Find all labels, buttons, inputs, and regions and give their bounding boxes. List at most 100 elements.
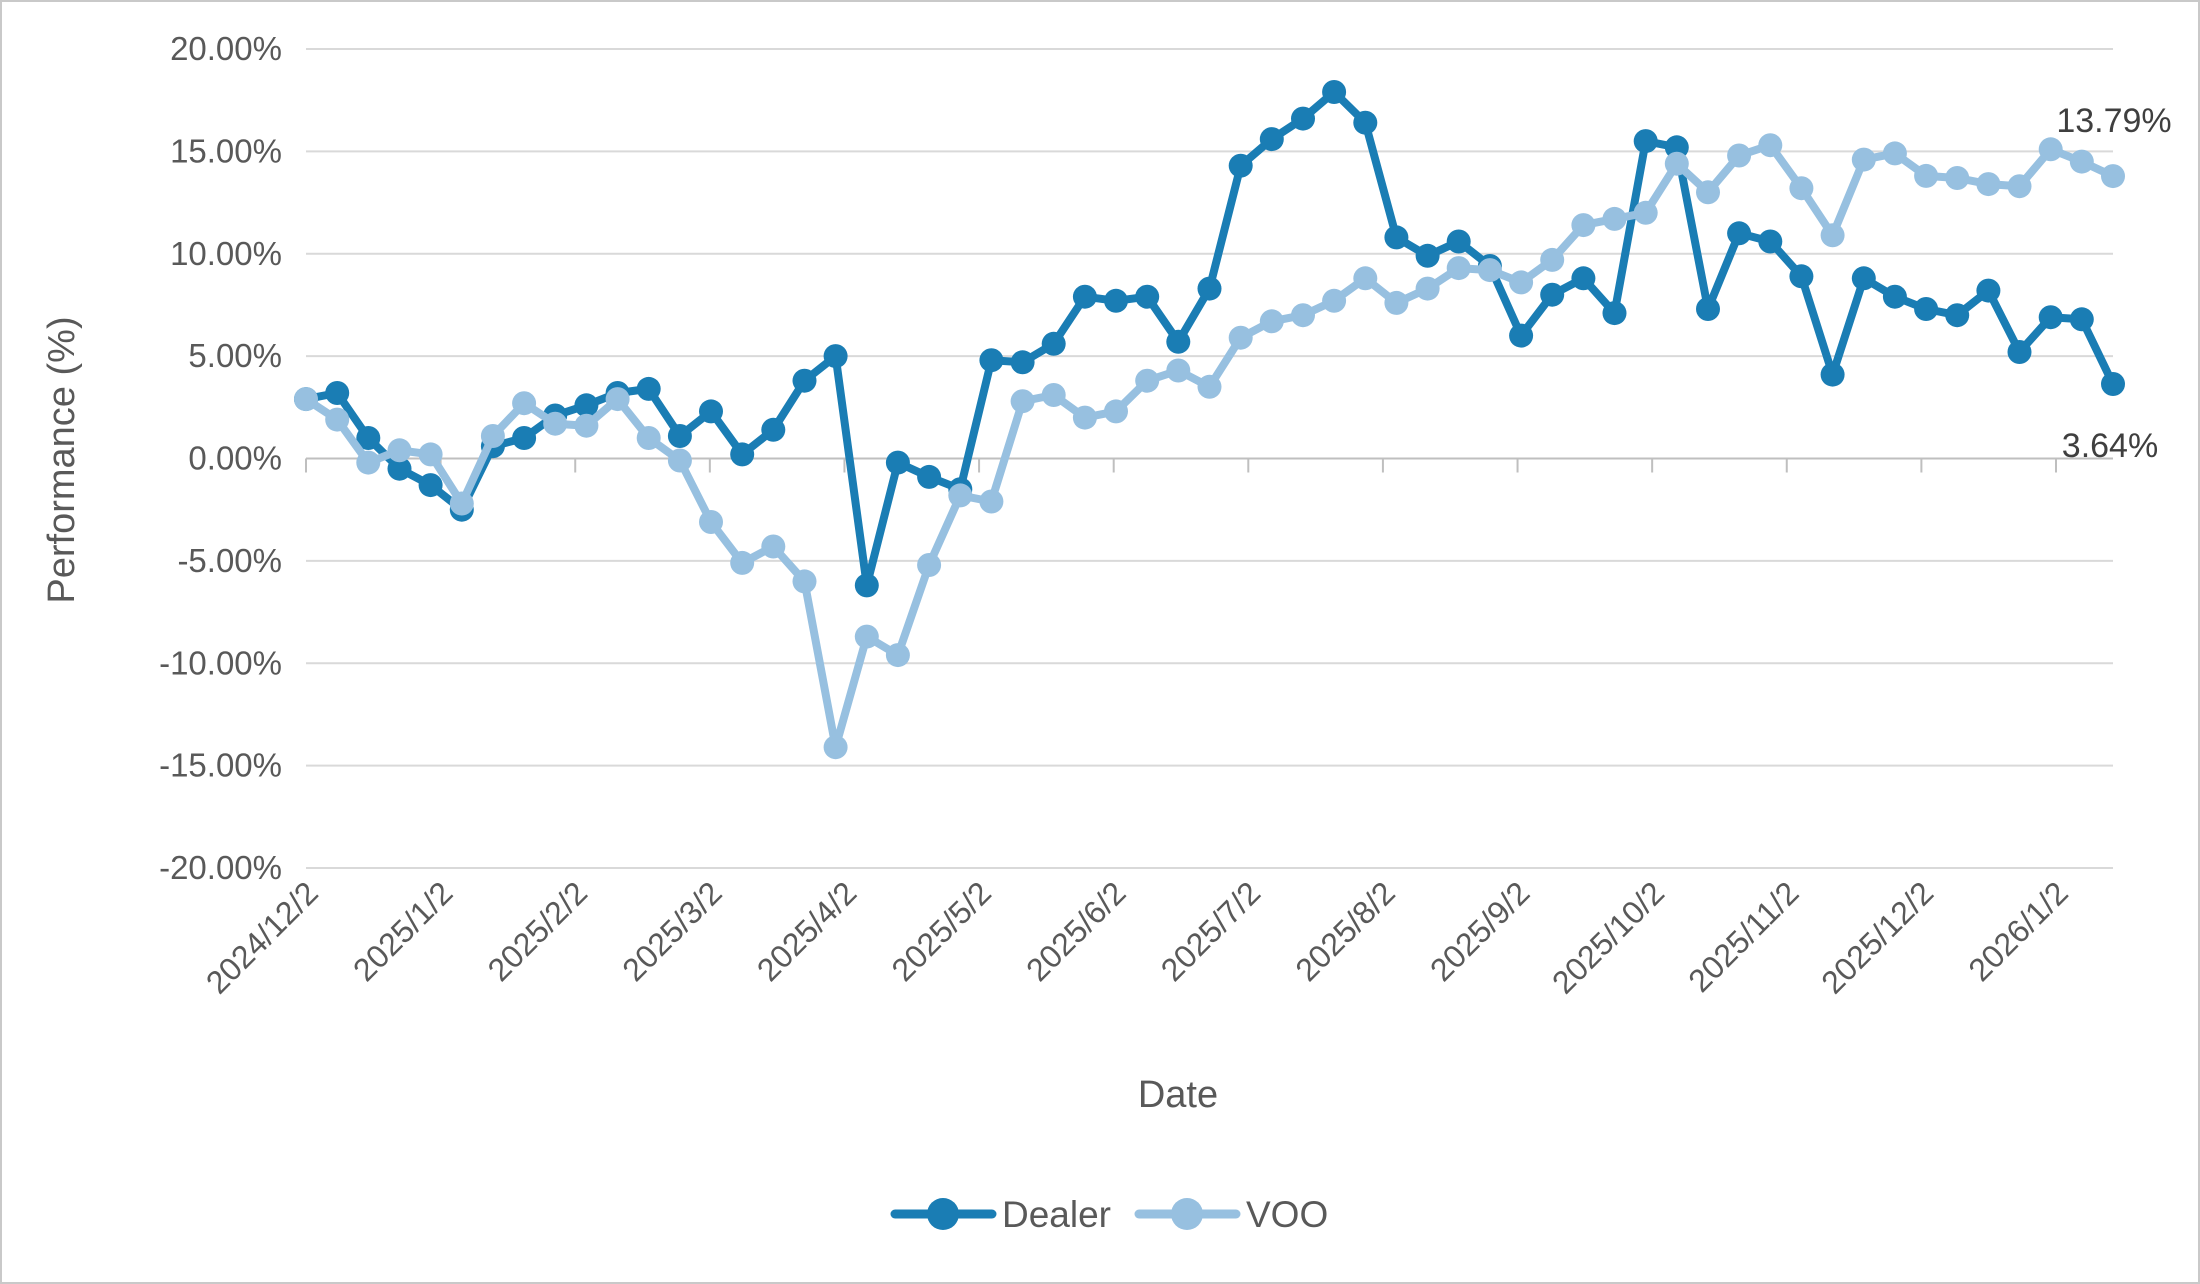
dealer-data-point[interactable]: [854, 573, 879, 598]
voo-data-point[interactable]: [1197, 374, 1222, 399]
voo-data-point[interactable]: [2101, 164, 2125, 189]
dealer-data-point[interactable]: [699, 399, 723, 424]
dealer-data-point[interactable]: [885, 450, 910, 475]
voo-data-point[interactable]: [387, 438, 412, 463]
voo-data-point[interactable]: [854, 624, 879, 649]
voo-data-point[interactable]: [1135, 368, 1160, 393]
voo-data-point[interactable]: [294, 387, 318, 412]
legend-item-dealer[interactable]: Dealer: [890, 1194, 1111, 1235]
dealer-data-point[interactable]: [1197, 276, 1222, 301]
voo-data-point[interactable]: [1914, 163, 1939, 188]
dealer-data-point[interactable]: [2069, 307, 2094, 332]
voo-data-point[interactable]: [1571, 213, 1596, 238]
voo-data-point[interactable]: [917, 553, 942, 577]
voo-data-point[interactable]: [823, 735, 848, 760]
voo-data-point[interactable]: [1664, 151, 1689, 176]
dealer-data-point[interactable]: [1820, 362, 1845, 387]
dealer-data-point[interactable]: [325, 381, 350, 405]
voo-data-point[interactable]: [1228, 325, 1253, 350]
dealer-data-point[interactable]: [2101, 372, 2125, 396]
voo-data-point[interactable]: [1259, 309, 1284, 334]
dealer-data-point[interactable]: [1228, 153, 1253, 178]
voo-data-point[interactable]: [1446, 256, 1471, 281]
dealer-data-point[interactable]: [1571, 266, 1596, 291]
dealer-data-point[interactable]: [823, 344, 848, 369]
dealer-data-point[interactable]: [1945, 303, 1970, 328]
voo-data-point[interactable]: [1104, 399, 1128, 424]
voo-data-point[interactable]: [1166, 358, 1191, 383]
voo-data-point[interactable]: [356, 450, 381, 475]
series-dealer[interactable]: [294, 80, 2125, 598]
voo-data-point[interactable]: [730, 550, 755, 575]
series-voo[interactable]: [294, 133, 2125, 760]
dealer-data-point[interactable]: [387, 456, 412, 481]
voo-data-point[interactable]: [1945, 166, 1970, 190]
dealer-data-point[interactable]: [667, 424, 692, 448]
voo-data-point[interactable]: [792, 569, 817, 594]
voo-data-point[interactable]: [1976, 172, 2001, 197]
voo-data-point[interactable]: [1384, 290, 1409, 315]
voo-data-point[interactable]: [1415, 276, 1440, 301]
dealer-data-point[interactable]: [1010, 350, 1035, 375]
dealer-line[interactable]: [302, 88, 2117, 590]
dealer-data-point[interactable]: [917, 464, 942, 489]
voo-data-point[interactable]: [2038, 137, 2063, 162]
dealer-data-point[interactable]: [1104, 288, 1128, 313]
dealer-data-point[interactable]: [1758, 229, 1783, 254]
voo-data-point[interactable]: [1758, 133, 1783, 158]
dealer-data-point[interactable]: [1914, 297, 1939, 321]
dealer-data-point[interactable]: [1976, 278, 2001, 303]
dealer-data-point[interactable]: [1415, 243, 1440, 268]
voo-data-point[interactable]: [2007, 174, 2032, 199]
dealer-data-point[interactable]: [730, 442, 755, 467]
voo-data-point[interactable]: [699, 510, 723, 534]
voo-data-point[interactable]: [1882, 141, 1907, 166]
voo-data-point[interactable]: [761, 534, 786, 559]
dealer-data-point[interactable]: [636, 376, 661, 401]
dealer-data-point[interactable]: [979, 348, 1004, 373]
voo-data-point[interactable]: [1010, 389, 1035, 414]
voo-data-point[interactable]: [1602, 206, 1627, 231]
voo-data-point[interactable]: [543, 411, 568, 436]
dealer-data-point[interactable]: [1072, 284, 1097, 309]
dealer-data-point[interactable]: [1259, 127, 1284, 152]
dealer-data-point[interactable]: [1851, 266, 1876, 291]
voo-data-point[interactable]: [1353, 266, 1378, 291]
dealer-data-point[interactable]: [1509, 323, 1534, 348]
voo-data-point[interactable]: [1727, 143, 1752, 168]
voo-data-point[interactable]: [1322, 288, 1347, 313]
voo-data-point[interactable]: [1477, 258, 1502, 283]
voo-data-point[interactable]: [636, 426, 661, 450]
voo-data-point[interactable]: [1291, 303, 1315, 328]
voo-data-point[interactable]: [1633, 200, 1658, 225]
dealer-data-point[interactable]: [792, 368, 817, 393]
dealer-data-point[interactable]: [1353, 110, 1378, 135]
dealer-data-point[interactable]: [2007, 340, 2032, 364]
voo-data-point[interactable]: [480, 424, 505, 448]
voo-data-point[interactable]: [1696, 180, 1720, 205]
dealer-data-point[interactable]: [1041, 331, 1066, 356]
voo-data-point[interactable]: [1509, 270, 1534, 295]
voo-data-point[interactable]: [449, 491, 474, 516]
dealer-data-point[interactable]: [1166, 329, 1191, 354]
voo-data-point[interactable]: [574, 413, 599, 438]
dealer-data-point[interactable]: [1384, 225, 1409, 250]
voo-data-point[interactable]: [667, 448, 692, 473]
dealer-data-point[interactable]: [1322, 80, 1347, 104]
dealer-data-point[interactable]: [1291, 106, 1315, 131]
dealer-data-point[interactable]: [1540, 282, 1565, 307]
voo-data-point[interactable]: [948, 483, 973, 508]
dealer-data-point[interactable]: [1135, 284, 1160, 309]
voo-data-point[interactable]: [885, 643, 910, 668]
dealer-data-point[interactable]: [1446, 229, 1471, 254]
dealer-data-point[interactable]: [418, 473, 443, 498]
voo-data-point[interactable]: [512, 391, 537, 416]
dealer-data-point[interactable]: [1727, 221, 1752, 246]
dealer-data-point[interactable]: [356, 426, 381, 450]
dealer-data-point[interactable]: [1602, 301, 1627, 326]
voo-data-point[interactable]: [325, 407, 350, 432]
voo-data-point[interactable]: [1820, 223, 1845, 248]
dealer-data-point[interactable]: [1789, 264, 1814, 289]
dealer-data-point[interactable]: [761, 417, 786, 442]
voo-data-point[interactable]: [979, 489, 1004, 514]
